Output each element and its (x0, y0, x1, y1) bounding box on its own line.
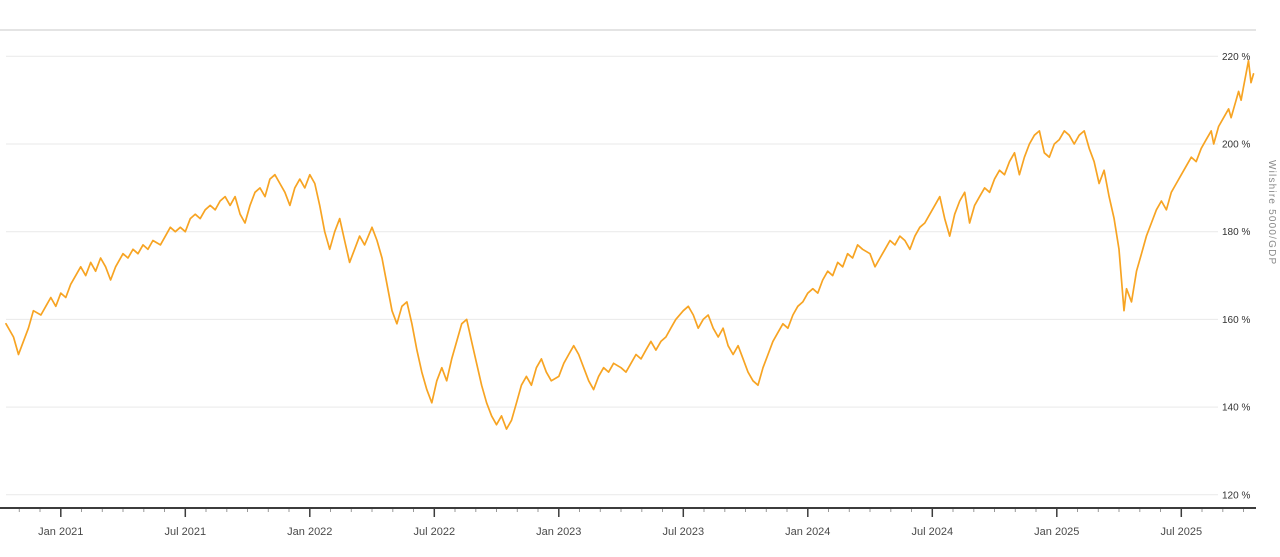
x-tick-label: Jan 2023 (536, 526, 581, 538)
y-tick-label: 120 % (1222, 490, 1250, 501)
x-tick-label: Jul 2023 (663, 526, 705, 538)
y-tick-label: 160 % (1222, 315, 1250, 326)
x-tick-label: Jul 2024 (912, 526, 954, 538)
y-tick-label: 180 % (1222, 227, 1250, 238)
x-tick-label: Jul 2021 (165, 526, 207, 538)
y-tick-label: 140 % (1222, 403, 1250, 414)
x-tick-label: Jan 2022 (287, 526, 332, 538)
x-tick-label: Jan 2024 (785, 526, 830, 538)
y-axis-title: Wilshire 5000/GDP (1266, 160, 1277, 266)
x-tick-label: Jan 2021 (38, 526, 83, 538)
series-line-wilshire-5000-gdp (5, 59, 1255, 430)
x-tick-label: Jul 2022 (414, 526, 456, 538)
y-tick-label: 220 % (1222, 52, 1250, 63)
x-tick-label: Jan 2025 (1034, 526, 1079, 538)
y-tick-label: 200 % (1222, 140, 1250, 151)
x-tick-label: Jul 2025 (1161, 526, 1203, 538)
